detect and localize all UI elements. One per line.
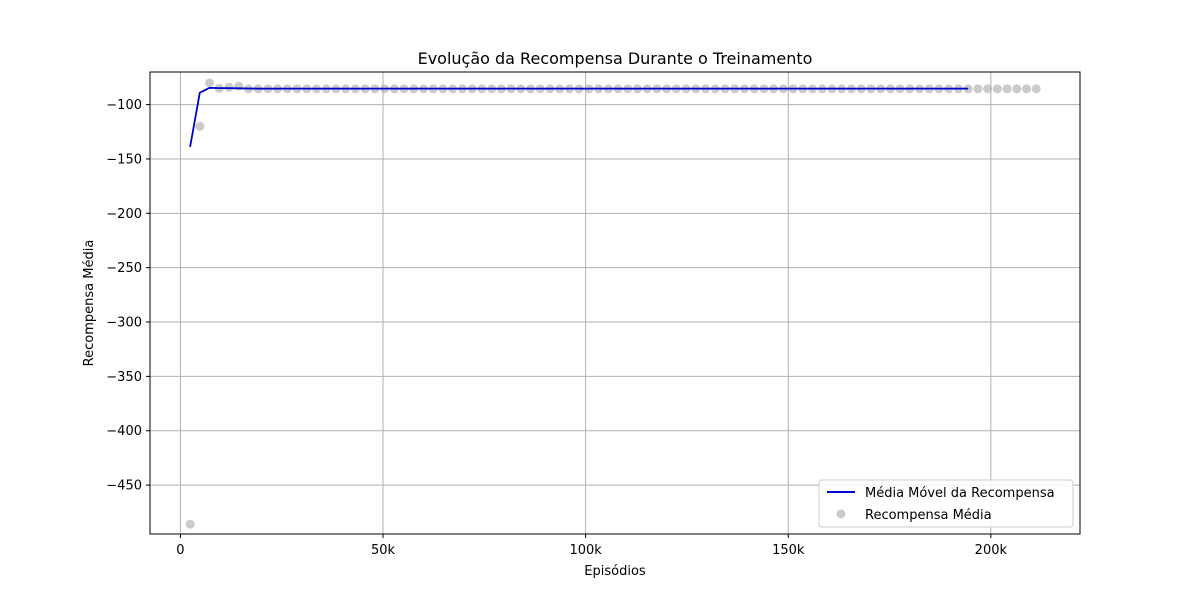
legend-scatter-swatch xyxy=(836,509,846,519)
x-tick-label: 100k xyxy=(569,543,602,558)
y-tick-label: −150 xyxy=(106,152,142,167)
y-axis-label: Recompensa Média xyxy=(82,240,97,367)
y-tick-label: −400 xyxy=(106,424,142,439)
x-tick-label: 50k xyxy=(371,543,396,558)
scatter-point xyxy=(992,84,1002,94)
legend-label-scatter: Recompensa Média xyxy=(865,508,992,523)
y-tick-label: −200 xyxy=(106,207,142,222)
scatter-point xyxy=(1031,84,1041,94)
scatter-point xyxy=(983,84,993,94)
y-ticks: −450 −400 −350 −300 −250 −200 −150 −100 xyxy=(106,98,150,494)
x-axis-label: Episódios xyxy=(584,564,646,579)
y-tick-label: −350 xyxy=(106,370,142,385)
scatter-point xyxy=(1012,84,1022,94)
scatter-point xyxy=(185,519,195,529)
scatter-points xyxy=(185,78,1041,529)
x-tick-label: 0 xyxy=(176,543,184,558)
legend: Média Móvel da Recompensa Recompensa Méd… xyxy=(818,479,1074,528)
plot-frame xyxy=(149,71,1081,535)
moving-average-line xyxy=(189,86,969,148)
line-series xyxy=(189,86,969,148)
legend-box xyxy=(818,479,1074,528)
scatter-point xyxy=(224,82,234,92)
y-tick-label: −250 xyxy=(106,261,142,276)
scatter-point xyxy=(234,81,244,91)
x-tick-label: 200k xyxy=(975,543,1008,558)
x-ticks: 0 50k 100k 150k 200k xyxy=(176,534,1007,558)
scatter-point xyxy=(1002,84,1012,94)
x-tick-label: 150k xyxy=(772,543,805,558)
y-tick-label: −100 xyxy=(106,98,142,113)
grid-lines xyxy=(150,72,1080,534)
scatter-point xyxy=(973,84,983,94)
scatter-point xyxy=(1022,84,1032,94)
scatter-point xyxy=(205,78,215,88)
y-tick-label: −300 xyxy=(106,316,142,331)
chart-title: Evolução da Recompensa Durante o Treinam… xyxy=(418,49,813,68)
y-tick-label: −450 xyxy=(106,479,142,494)
scatter-point xyxy=(195,121,205,131)
legend-label-moving-average: Média Móvel da Recompensa xyxy=(865,486,1055,501)
